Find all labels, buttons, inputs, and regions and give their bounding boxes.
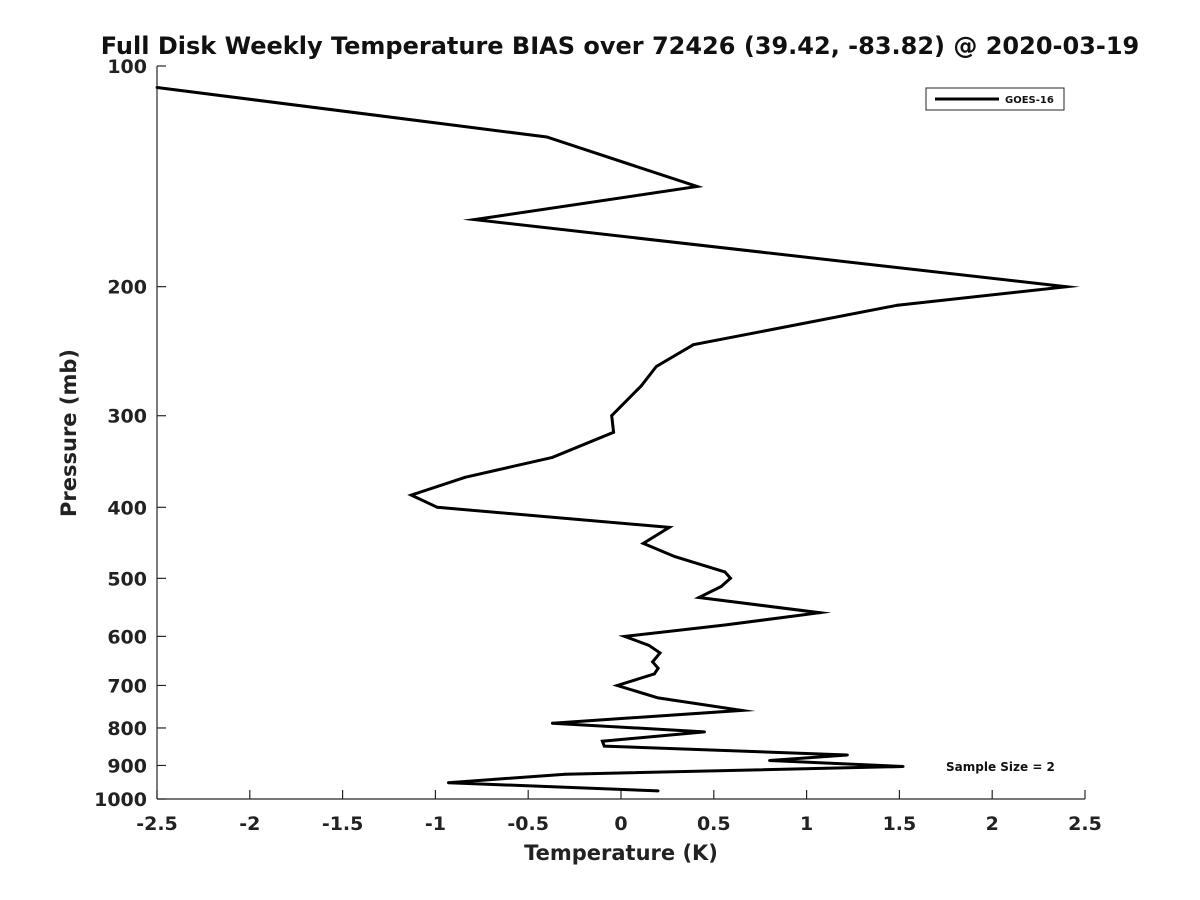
y-tick-label: 200: [107, 277, 147, 299]
data-point: [647, 643, 651, 647]
y-tick-label: 400: [107, 497, 147, 519]
data-point: [740, 709, 743, 712]
x-tick-label: 0.5: [697, 813, 731, 835]
y-tick-label: 1000: [94, 789, 147, 811]
x-tick-label: 0: [614, 813, 627, 835]
data-point: [667, 526, 671, 529]
data-point: [896, 303, 899, 307]
x-tick-label: 1: [800, 813, 813, 835]
x-tick-label: -0.5: [507, 813, 549, 835]
data-point: [1065, 285, 1068, 289]
x-tick-label: 2.5: [1068, 813, 1102, 835]
y-tick-label: 600: [107, 626, 147, 648]
data-point: [610, 414, 614, 418]
y-tick-label: 900: [107, 755, 147, 777]
data-point: [447, 781, 450, 785]
y-tick-label: 300: [107, 406, 147, 428]
data-point: [545, 135, 549, 139]
data-point: [463, 475, 467, 479]
data-point: [601, 739, 604, 743]
y-axis-ticks: 100 200 300 400 500 600 700 800 900 1000: [94, 56, 166, 811]
data-point: [656, 666, 660, 670]
data-point: [723, 570, 727, 574]
data-point: [723, 623, 727, 627]
data-point: [640, 384, 643, 388]
y-tick-label: 500: [107, 568, 147, 590]
legend: GOES-16: [925, 87, 1065, 111]
y-tick-label: 700: [107, 675, 147, 697]
data-point: [695, 185, 699, 188]
data-point: [768, 759, 771, 762]
data-point: [846, 753, 849, 757]
data-point: [651, 660, 654, 664]
y-axis-label: Pressure (mb): [57, 349, 81, 517]
x-axis-label: Temperature (K): [524, 841, 718, 865]
data-point: [818, 611, 821, 615]
data-point: [656, 696, 660, 700]
data-point: [612, 430, 615, 434]
data-point: [729, 576, 732, 580]
data-point: [654, 365, 658, 368]
data-point: [409, 493, 413, 497]
data-point: [615, 684, 619, 687]
data-point: [697, 596, 701, 599]
x-tick-label: 2: [986, 813, 999, 835]
data-point: [641, 542, 645, 545]
x-tick-label: -1.5: [322, 813, 364, 835]
data-point: [623, 635, 627, 638]
data-point: [901, 765, 905, 768]
data-point: [653, 672, 656, 676]
data-point: [550, 721, 554, 725]
data-point: [656, 789, 660, 793]
x-tick-label: -2: [239, 813, 260, 835]
data-point: [673, 555, 677, 558]
chart-title: Full Disk Weekly Temperature BIAS over 7…: [101, 32, 1140, 60]
x-tick-label: -1: [425, 813, 446, 835]
data-point: [602, 744, 606, 748]
x-axis-ticks: -2.5 -2 -1.5 -1 -0.5 0 0.5 1 1.5 2 2.5: [136, 790, 1102, 835]
data-point: [703, 730, 706, 734]
legend-entry-goes-16: GOES-16: [1005, 95, 1054, 106]
sample-size-annotation: Sample Size = 2: [946, 760, 1055, 774]
x-tick-label: 1.5: [883, 813, 917, 835]
data-point: [435, 505, 439, 509]
data-point: [563, 772, 567, 776]
x-tick-label: -2.5: [136, 813, 178, 835]
data-point: [155, 86, 159, 89]
data-point: [719, 585, 723, 588]
y-tick-label: 800: [107, 718, 147, 740]
y-tick-label: 100: [107, 56, 147, 78]
data-point: [473, 218, 476, 222]
data-point: [550, 456, 554, 459]
series-layer: [155, 86, 1080, 793]
data-point: [692, 343, 695, 347]
data-point: [658, 651, 662, 655]
